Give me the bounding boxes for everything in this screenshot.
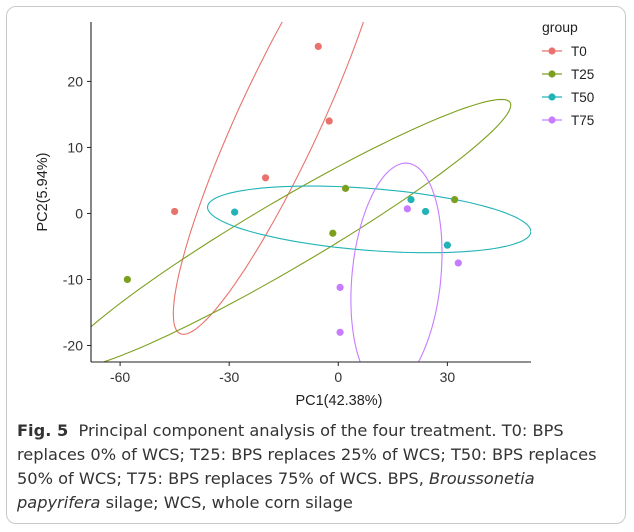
- point-t0: [171, 207, 179, 216]
- point-t50: [421, 207, 430, 216]
- y-tick-label: 0: [75, 205, 83, 221]
- legend-key-marker: [548, 93, 556, 101]
- legend-label-t0: T0: [571, 44, 587, 59]
- caption-text-end: silage; WCS, whole corn silage: [105, 493, 353, 512]
- y-tick-label: -20: [63, 337, 83, 353]
- point-t75: [403, 205, 411, 213]
- legend-key-marker: [548, 116, 556, 124]
- y-axis-label: PC2(5.94%): [35, 153, 51, 232]
- caption-species-name: Broussonetia papyrifera: [17, 469, 535, 512]
- point-t0: [325, 117, 333, 125]
- point-t25: [123, 275, 131, 284]
- caption-text: Principal component analysis of the four…: [17, 421, 597, 488]
- legend-label-t25: T25: [571, 67, 594, 82]
- ellipse-t0: [172, 22, 364, 335]
- point-t0: [261, 174, 270, 182]
- legend-label-t50: T50: [571, 90, 594, 105]
- ellipse-t75: [350, 162, 443, 362]
- y-tick-label: -10: [63, 271, 83, 287]
- y-tick-label: 10: [67, 139, 83, 155]
- x-axis-label: PC1(42.38%): [295, 393, 382, 409]
- ellipse-t25: [91, 98, 512, 362]
- legend-key-marker: [548, 70, 556, 78]
- figure-label: Fig. 5: [17, 421, 69, 440]
- x-tick-label: 30: [440, 369, 456, 385]
- point-t75: [336, 283, 344, 291]
- legend-key-marker: [548, 47, 556, 55]
- y-tick-label: 20: [67, 73, 83, 89]
- figure-card: [6, 6, 626, 524]
- figure-caption: Fig. 5 Principal component analysis of t…: [17, 419, 615, 515]
- x-tick-label: 0: [334, 369, 342, 385]
- point-t75: [454, 259, 462, 267]
- legend-label-t75: T75: [571, 113, 594, 128]
- pca-scatter-chart: -60 -30 0 30 -20 -10 0 10 20 group T0 T25 T50 T75 PC…: [35, 19, 594, 409]
- point-t75: [336, 328, 344, 336]
- point-t25: [451, 195, 459, 204]
- point-t50: [443, 241, 451, 249]
- x-tick-label: -60: [110, 369, 130, 385]
- point-t50: [407, 195, 415, 204]
- point-t0: [314, 42, 322, 51]
- legend-title: group: [542, 19, 578, 35]
- point-t25: [329, 229, 337, 237]
- ellipse-t50: [206, 185, 531, 254]
- x-tick-label: -30: [219, 369, 239, 385]
- point-t25: [341, 184, 350, 192]
- point-t50: [231, 208, 239, 216]
